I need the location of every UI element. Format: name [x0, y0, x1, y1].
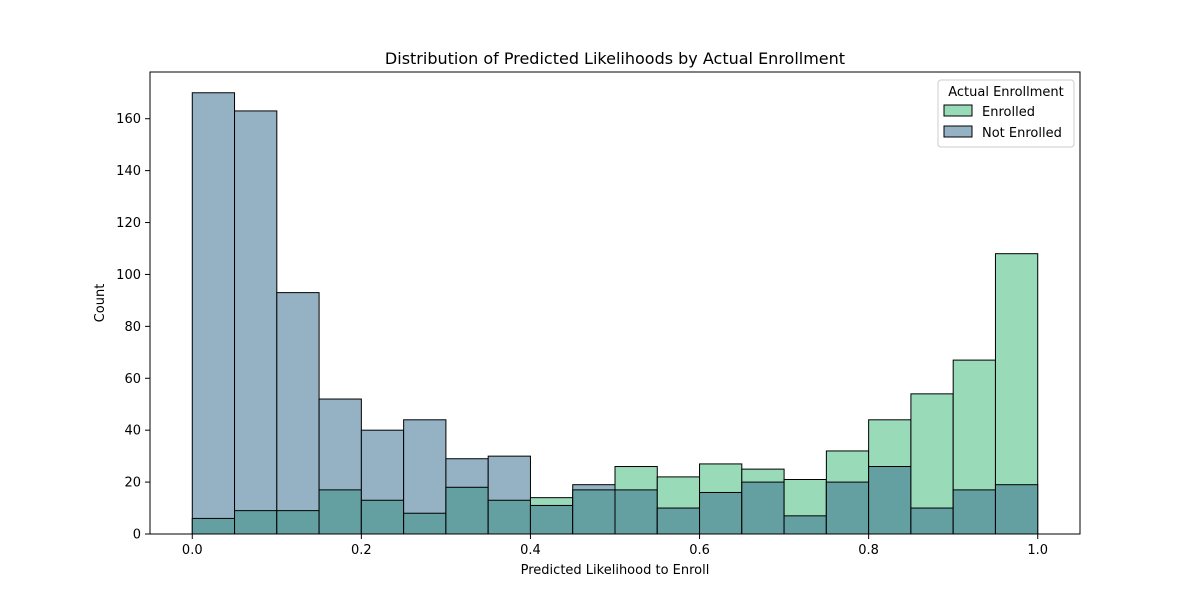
x-tick-label: 0.4	[520, 543, 541, 558]
bar-overlap	[656, 507, 701, 535]
legend-title: Actual Enrollment	[948, 85, 1064, 100]
bar-not-enrolled	[191, 92, 236, 535]
bars-layer	[191, 92, 1039, 535]
bar-overlap	[868, 466, 912, 535]
bar-overlap	[572, 489, 616, 535]
bar-overlap	[910, 507, 954, 535]
bar-overlap	[529, 504, 574, 535]
bar-overlap	[360, 499, 405, 535]
bar-overlap	[699, 491, 743, 535]
y-axis-ticks: 0 20 40 60 80 100 120 140 160	[116, 112, 150, 543]
bar-overlap	[952, 489, 996, 535]
bar-overlap	[994, 484, 1039, 535]
x-tick-label: 1.0	[1027, 543, 1048, 558]
y-tick-label: 160	[116, 112, 141, 127]
y-tick-label: 40	[124, 424, 141, 439]
y-tick-label: 100	[116, 268, 141, 283]
x-tick-label: 0.8	[858, 543, 879, 558]
y-tick-label: 120	[116, 216, 141, 231]
y-tick-label: 20	[124, 476, 141, 491]
bar-overlap	[783, 515, 827, 535]
legend: Actual Enrollment Enrolled Not Enrolled	[937, 79, 1075, 148]
bar-overlap	[487, 499, 531, 535]
bar-not-enrolled	[276, 292, 320, 535]
x-tick-label: 0.2	[351, 543, 372, 558]
y-axis-label: Count	[93, 284, 108, 323]
bar-overlap	[318, 489, 362, 535]
x-tick-label: 0.0	[182, 543, 203, 558]
bar-overlap	[741, 481, 785, 535]
bar-overlap	[614, 489, 658, 535]
bar-overlap	[276, 510, 320, 535]
bar-overlap	[234, 510, 278, 535]
bar-overlap	[403, 512, 447, 535]
plot-frame	[149, 71, 1081, 535]
y-tick-label: 60	[124, 372, 141, 387]
bar-overlap	[825, 481, 870, 535]
legend-swatch-enrolled	[943, 104, 973, 117]
x-axis-ticks: 0.0 0.2 0.4 0.6 0.8 1.0	[182, 534, 1048, 558]
bar-overlap	[445, 486, 489, 535]
x-tick-label: 0.6	[689, 543, 710, 558]
y-tick-label: 80	[124, 320, 141, 335]
legend-swatch-not-enrolled	[943, 125, 973, 138]
chart-title: Distribution of Predicted Likelihoods by…	[385, 49, 845, 68]
x-axis-label: Predicted Likelihood to Enroll	[521, 563, 710, 578]
y-tick-label: 0	[133, 528, 141, 543]
bar-overlap	[191, 517, 236, 535]
legend-label-not-enrolled: Not Enrolled	[982, 126, 1062, 141]
bar-not-enrolled	[234, 110, 278, 535]
y-tick-label: 140	[116, 164, 141, 179]
legend-label-enrolled: Enrolled	[982, 105, 1035, 120]
